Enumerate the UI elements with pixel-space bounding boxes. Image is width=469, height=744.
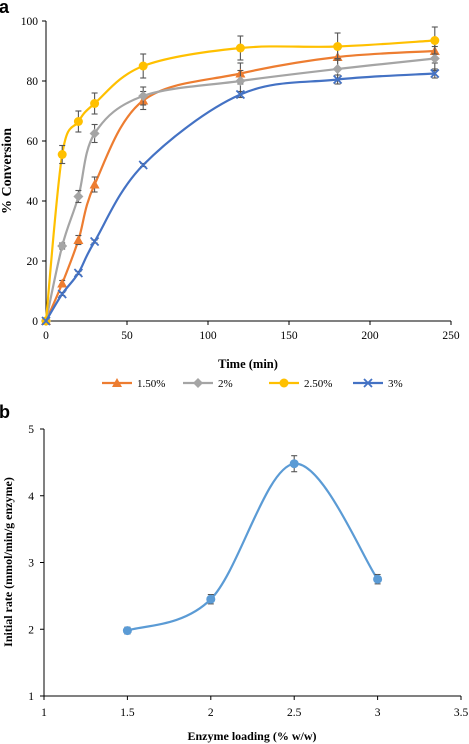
data-point [138,91,149,101]
panel-b: b 1 1.5 2 2.5 3 3.5 1 2 3 4 5 Enzyme loading (% w… [0,402,468,743]
data-point [41,316,51,326]
panel-a-y-tick-label: 100 [21,16,39,28]
panel-b-y-tick-label: 3 [28,558,34,570]
legend-marker [279,378,289,388]
panel-b-x-tick-label: 3.5 [454,707,469,719]
data-point [89,236,100,247]
data-point [73,117,83,126]
panel-b-x-tick-label: 2 [208,707,214,719]
panel-b-y-tick-label: 1 [28,691,34,703]
data-point [57,150,67,159]
panel-a-y-tick-label: 40 [27,196,39,208]
data-point [333,42,343,51]
data-point [57,241,68,251]
panel-b-y-ticks: 1 2 3 4 5 [28,424,44,703]
series-line [44,49,435,322]
panel-b-x-tick-label: 3 [375,707,381,719]
panel-a-x-tick-label: 0 [43,330,49,342]
data-point [89,179,100,189]
series-2% [41,45,440,326]
data-point [206,594,216,604]
panel-a-series [41,26,440,326]
data-point [429,53,440,64]
panel-a-y-axis-title: % Conversion [0,128,15,214]
panel-a-y-tick-label: 20 [27,256,39,268]
data-point [73,235,84,244]
panel-b-x-axis-title: Enzyme loading (% w/w) [188,729,317,743]
panel-a-y-ticks: 0 20 40 60 80 100 [21,16,46,328]
panel-b-y-axis-title: Initial rate (mmol/min/g enzyme) [1,477,15,647]
data-point [73,268,84,278]
panel-b-x-tick-label: 1.5 [120,707,135,719]
panel-a-y-tick-label: 60 [27,136,39,148]
panel-b-series [122,455,383,636]
data-point [90,99,100,108]
series-line [127,462,379,632]
data-point [332,74,343,85]
legend-entry: 3% [353,378,403,390]
data-point [430,36,440,45]
data-point [373,574,383,584]
data-point [332,64,343,74]
legend-label: 2.50% [304,378,332,390]
panel-b-y-tick-label: 4 [28,491,34,503]
legend-entry: 1.50% [102,378,165,390]
series-initial-rate [122,455,383,636]
panel-b-x-tick-label: 1 [41,707,47,719]
legend-marker [193,378,203,388]
data-point [73,191,84,202]
series-line [44,39,435,322]
data-point [235,89,246,100]
data-point [138,160,148,170]
panel-a-label: a [0,0,10,17]
panel-b-y-tick-label: 2 [28,624,34,636]
panel-a-x-tick-label: 100 [199,330,217,342]
panel-a-x-tick-label: 250 [442,330,460,342]
legend-marker [112,378,122,387]
panel-a-y-tick-label: 0 [32,316,38,328]
panel-a-x-axis-title: Time (min) [218,357,278,371]
legend-entry: 2% [183,378,233,390]
series-line [45,72,435,322]
data-point [235,43,245,53]
data-point [57,289,67,299]
panel-a-x-tick-label: 150 [280,330,298,342]
legend-label: 2% [218,378,233,390]
data-point [430,68,440,79]
panel-a-x-tick-label: 50 [121,330,133,342]
panel-a-y-tick-label: 80 [27,76,39,88]
panel-b-y-tick-label: 5 [28,424,34,436]
data-point [138,61,148,71]
panel-b-x-ticks: 1 1.5 2 2.5 3 3.5 [41,696,468,719]
panel-a-x-ticks: 0 50 100 150 200 250 [43,321,460,342]
legend-entry: 2.50% [269,378,332,390]
panel-b-x-tick-label: 2.5 [287,707,302,719]
panel-b-label: b [0,402,10,422]
series-3% [41,68,440,326]
panel-a: a 0 50 100 150 200 250 0 20 40 60 80 100 Time (min… [0,0,460,390]
legend-marker [363,378,373,388]
data-point [122,626,132,636]
panel-a-x-tick-label: 200 [361,330,379,342]
data-point [89,128,100,139]
legend-label: 1.50% [137,378,165,390]
data-point [289,459,299,469]
data-point [235,76,246,86]
panel-a-legend: 1.50% 2% 2.50% 3% [102,378,403,390]
data-point [57,278,68,288]
legend-label: 3% [388,378,403,390]
